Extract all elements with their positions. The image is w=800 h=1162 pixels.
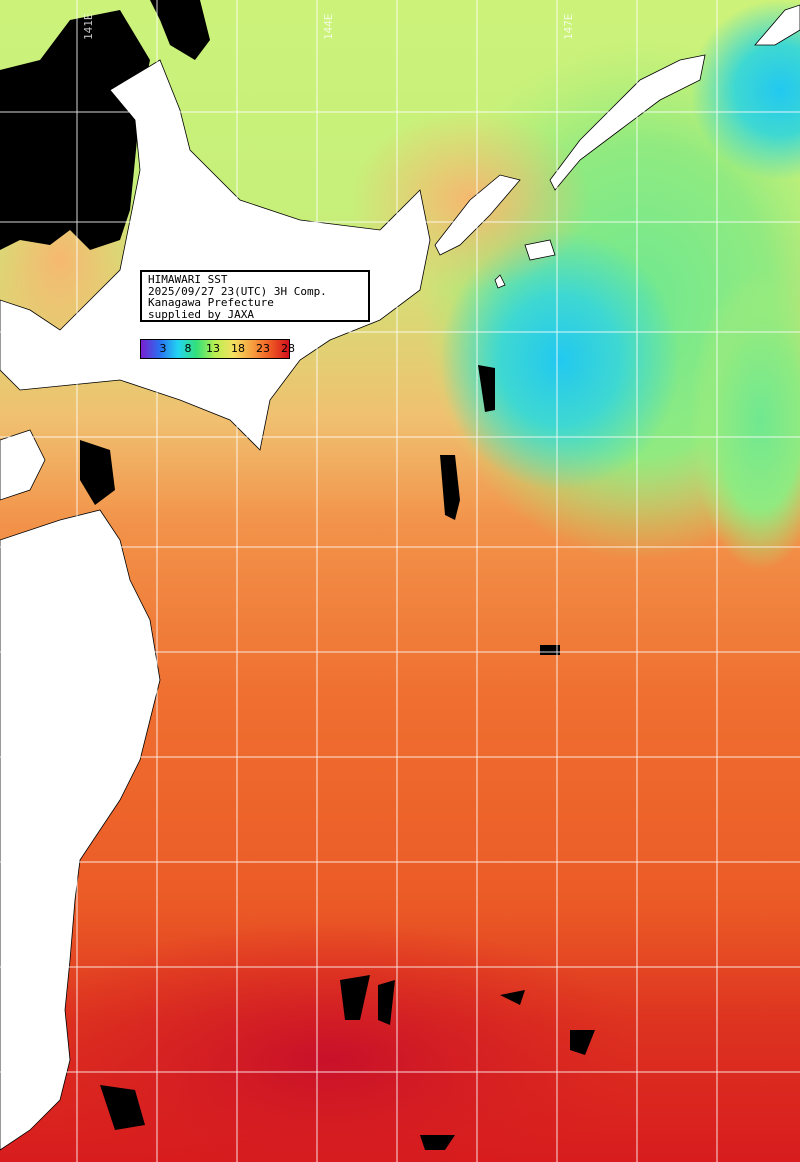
sst-colorbar: 3 8 13 18 23 28 [140, 339, 295, 359]
colorbar-tick-28: 28 [281, 342, 295, 355]
info-supplier: supplied by JAXA [148, 307, 254, 321]
colorbar-tick-18: 18 [231, 342, 245, 355]
info-organization: Kanagawa Prefecture [148, 296, 274, 309]
warm-water-south [10, 920, 650, 1162]
cold-water-core [440, 230, 680, 490]
info-title: HIMAWARI SST [148, 273, 228, 286]
colorbar-tick-3: 3 [159, 342, 167, 355]
info-datetime: 2025/09/27 23(UTC) 3H Comp. [148, 284, 327, 298]
colorbar-tick-8: 8 [184, 342, 192, 355]
land-masses [0, 4, 800, 1151]
cloud-masks [0, 0, 595, 1150]
lon-label-144e: 144E [322, 13, 335, 41]
colorbar-tick-23: 23 [256, 342, 270, 355]
colorbar-tick-13: 13 [206, 342, 220, 355]
map-info-box: HIMAWARI SST 2025/09/27 23(UTC) 3H Comp.… [140, 270, 370, 322]
lon-label-141e: 141E [82, 13, 95, 41]
lon-label-147e: 147E [562, 13, 575, 41]
cold-water-east [690, 270, 800, 570]
